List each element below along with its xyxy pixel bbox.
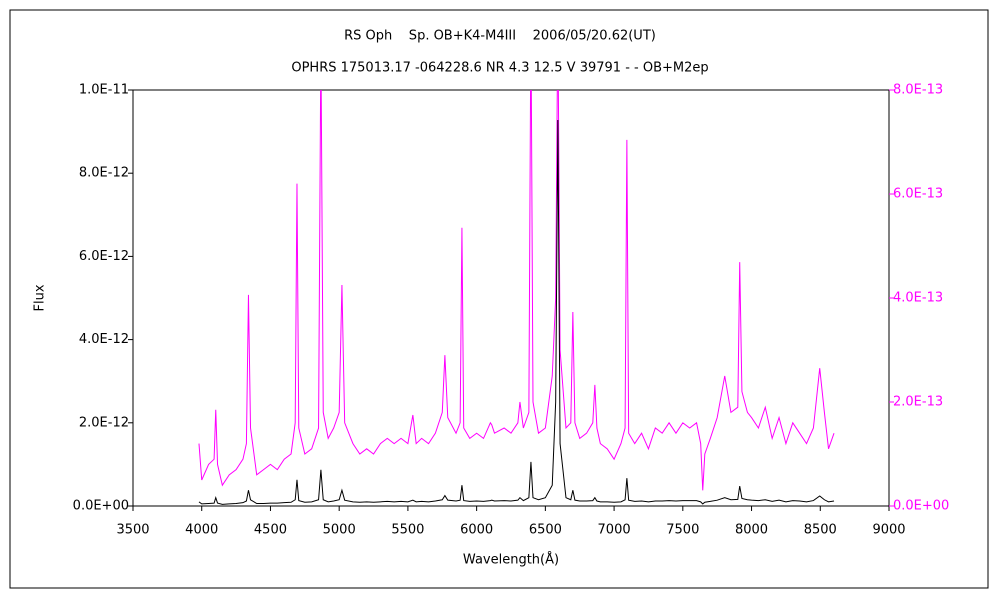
x-tick-label: 8500 bbox=[804, 523, 837, 538]
y2-tick-label: 4.0E-13 bbox=[893, 291, 943, 306]
y2-tick-label: 6.0E-13 bbox=[893, 187, 943, 202]
x-tick-label: 8000 bbox=[735, 523, 768, 538]
y-tick-label: 2.0E-12 bbox=[79, 415, 129, 430]
x-tick-label: 6500 bbox=[529, 523, 562, 538]
x-axis-label: Wavelength(Å) bbox=[463, 552, 559, 568]
x-tick-label: 6000 bbox=[460, 523, 493, 538]
x-tick-label: 7000 bbox=[598, 523, 631, 538]
spectrum-line bbox=[198, 90, 835, 491]
chart-frame bbox=[9, 9, 989, 589]
y2-tick-label: 8.0E-13 bbox=[893, 83, 943, 98]
x-tick-label: 5500 bbox=[391, 523, 424, 538]
y-tick-label: 1.0E-11 bbox=[79, 83, 129, 98]
x-tick-label: 7500 bbox=[666, 523, 699, 538]
x-tick-label: 4000 bbox=[185, 523, 218, 538]
y-tick-label: 0.0E+00 bbox=[73, 499, 129, 514]
x-tick-label: 4500 bbox=[254, 523, 287, 538]
chart-title: RS Oph Sp. OB+K4-M4III 2006/05/20.62(UT) bbox=[344, 29, 656, 44]
y-tick-label: 4.0E-12 bbox=[79, 332, 129, 347]
y2-tick-label: 0.0E+00 bbox=[893, 499, 949, 514]
y-tick-label: 8.0E-12 bbox=[79, 166, 129, 181]
spectrum-line bbox=[198, 119, 835, 505]
y-tick-label: 6.0E-12 bbox=[79, 249, 129, 264]
x-tick-label: 9000 bbox=[872, 523, 905, 538]
y2-tick-label: 2.0E-13 bbox=[893, 395, 943, 410]
x-tick-label: 5000 bbox=[323, 523, 356, 538]
y-axis-label: Flux bbox=[33, 284, 48, 311]
x-tick-label: 3500 bbox=[116, 523, 149, 538]
chart-subtitle: OPHRS 175013.17 -064228.6 NR 4.3 12.5 V … bbox=[291, 61, 708, 76]
